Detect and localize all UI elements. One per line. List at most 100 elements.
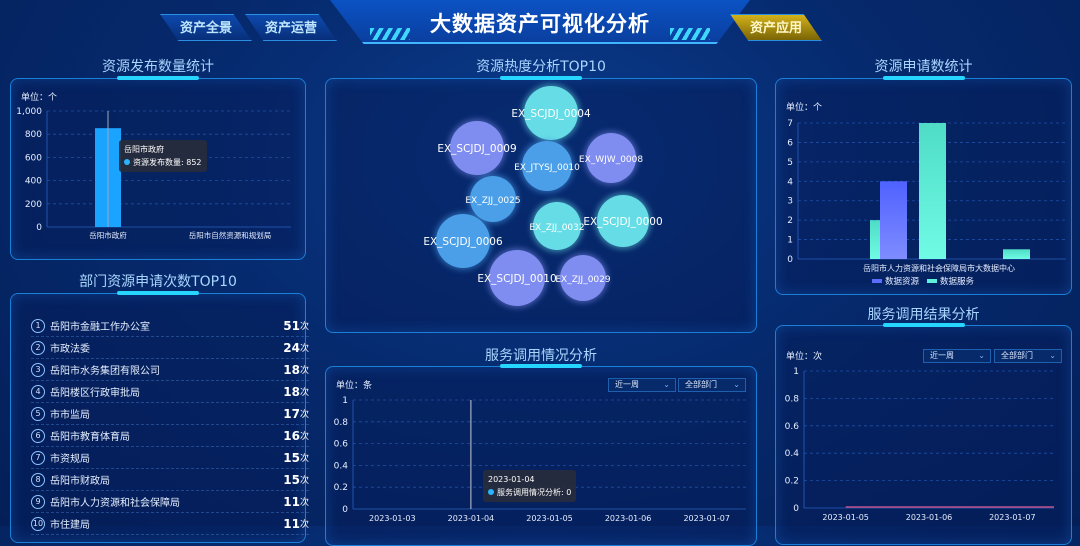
count-value: 24 xyxy=(283,340,300,355)
bubble xyxy=(522,141,572,191)
tab-asset-overview[interactable]: 资产全景 xyxy=(160,14,252,41)
apply-panel: 单位：个 0 1 2 3 4 5 6 7 岳阳市人力资源和社会保障局市大数据中心 数据资源 数据服务 xyxy=(775,78,1072,295)
list-item[interactable]: 4 岳阳楼区行政审批局 18 次 xyxy=(31,381,309,403)
bubble xyxy=(489,250,545,306)
header-decoration xyxy=(370,28,410,40)
list-item[interactable]: 6 岳阳市教育体育局 16 次 xyxy=(31,425,309,447)
bubble-label: EX_ZJJ_0032 xyxy=(529,223,584,233)
y-tick-label: 0.2 xyxy=(785,477,799,487)
panel-title: 资源申请数统计 xyxy=(874,59,973,75)
y-tick-label: 3 xyxy=(787,197,793,207)
legend-swatch xyxy=(927,279,937,283)
bubble-label: EX_ZJJ_0025 xyxy=(465,196,520,206)
page-title: 大数据资产可视化分析 xyxy=(430,12,650,36)
department-name: 岳阳市财政局 xyxy=(50,476,110,487)
list-item[interactable]: 1 岳阳市金融工作办公室 51 次 xyxy=(31,315,309,337)
bar-data-service xyxy=(919,123,946,259)
chevron-down-icon: ⌄ xyxy=(1049,351,1056,360)
list-item[interactable]: 3 岳阳市水务集团有限公司 18 次 xyxy=(31,359,309,381)
period-value: 近一周 xyxy=(615,380,639,389)
count-unit: 次 xyxy=(299,410,309,420)
legend-swatch xyxy=(872,279,882,283)
y-tick-label: 200 xyxy=(25,200,42,210)
header-decoration xyxy=(670,28,710,40)
bubble xyxy=(450,121,504,175)
top10-panel: 1 岳阳市金融工作办公室 51 次 2 市政法委 24 次 3 岳阳市水务集团有限公司 18 次 4 岳阳… xyxy=(10,293,309,543)
department-name: 岳阳市人力资源和社会保障局 xyxy=(50,498,180,509)
panel-title: 资源热度分析TOP10 xyxy=(476,59,606,75)
y-tick-label: 0.8 xyxy=(785,394,800,404)
list-item[interactable]: 2 市政法委 24 次 xyxy=(31,337,309,359)
panel-title: 服务调用情况分析 xyxy=(485,348,597,364)
bubble-label: EX_WJW_0008 xyxy=(579,155,643,165)
x-tick-label: 2023-01-07 xyxy=(683,514,730,523)
count-unit: 次 xyxy=(299,432,309,442)
bubble-label: EX_SCJDJ_0000 xyxy=(583,216,662,228)
bar-data-service xyxy=(870,220,880,259)
department-name: 市政法委 xyxy=(50,344,90,355)
panel-title: 资源发布数量统计 xyxy=(102,59,214,75)
count-unit: 次 xyxy=(299,454,309,464)
list-item[interactable]: 7 市资规局 15 次 xyxy=(31,447,309,469)
chevron-down-icon: ⌄ xyxy=(978,351,985,360)
list-item[interactable]: 5 市市监局 17 次 xyxy=(31,403,309,425)
department-name: 岳阳市金融工作办公室 xyxy=(50,322,150,333)
y-tick-label: 1 xyxy=(342,396,348,406)
y-tick-label: 0.6 xyxy=(334,440,349,450)
chevron-down-icon: ⌄ xyxy=(663,380,670,389)
period-select[interactable]: 近一周 ⌄ xyxy=(608,378,676,392)
bubble xyxy=(436,214,490,268)
department-name: 市市监局 xyxy=(50,410,90,421)
tooltip-value: 资源发布数量: 852 xyxy=(133,158,202,167)
count-value: 16 xyxy=(283,428,300,443)
period-select[interactable]: 近一周 ⌄ xyxy=(923,349,991,363)
y-tick-label: 4 xyxy=(787,177,793,187)
bubble-label: EX_ZJJ_0029 xyxy=(555,275,611,285)
chart-tooltip: 2023-01-04 服务调用情况分析: 0 xyxy=(483,470,577,502)
y-tick-label: 1,000 xyxy=(16,107,42,117)
legend-label: 数据服务 xyxy=(940,276,975,287)
y-tick-label: 0.6 xyxy=(785,422,800,432)
bubble xyxy=(533,202,581,250)
legend-label: 数据资源 xyxy=(885,276,920,287)
panel-title: 部门资源申请次数TOP10 xyxy=(79,274,237,290)
tab-asset-operation[interactable]: 资产运营 xyxy=(245,14,337,41)
count-unit: 次 xyxy=(299,498,309,508)
rank-badge: 9 xyxy=(31,494,45,509)
bubble xyxy=(524,86,578,140)
list-item[interactable]: 10 市住建局 11 次 xyxy=(31,513,309,535)
y-tick-label: 600 xyxy=(25,153,42,163)
department-select[interactable]: 全部部门 ⌄ xyxy=(994,349,1062,363)
x-tick-label: 2023-01-06 xyxy=(906,513,953,522)
publish-panel: 单位：个 0 200 400 600 800 1,000 岳阳市政府 岳阳市自然资源和规划局 … xyxy=(10,78,306,260)
y-tick-label: 2 xyxy=(787,216,793,226)
department-value: 全部部门 xyxy=(685,380,717,389)
y-tick-label: 0 xyxy=(342,505,348,515)
rank-badge: 8 xyxy=(31,472,45,487)
service-call-panel: 单位：条 近一周 ⌄ 全部部门 ⌄ 0 0.2 0.4 0.6 0.8 1 2023-01-03… xyxy=(325,366,757,546)
department-name: 岳阳楼区行政审批局 xyxy=(50,388,140,399)
list-item[interactable]: 8 岳阳市财政局 15 次 xyxy=(31,469,309,491)
department-name: 岳阳市教育体育局 xyxy=(50,432,130,443)
bubble xyxy=(560,255,606,301)
period-value: 近一周 xyxy=(930,351,954,360)
bubble-label: EX_JTYSJ_0010 xyxy=(514,163,580,173)
count-value: 11 xyxy=(283,494,300,509)
bubble-chart: EX_SCJDJ_0004EX_SCJDJ_0009EX_JTYSJ_0010E… xyxy=(423,84,663,308)
tooltip-value: 服务调用情况分析: 0 xyxy=(497,488,572,497)
tooltip-title: 岳阳市政府 xyxy=(124,145,164,154)
count-unit: 次 xyxy=(299,520,309,530)
bubble-label: EX_SCJDJ_0004 xyxy=(511,108,591,120)
y-tick-label: 1 xyxy=(793,367,799,377)
list-item[interactable]: 9 岳阳市人力资源和社会保障局 11 次 xyxy=(31,491,309,513)
department-select[interactable]: 全部部门 ⌄ xyxy=(678,378,746,392)
result-line-chart: 0 0.2 0.4 0.6 0.8 1 2023-01-05 2023-01-06 2023-0… xyxy=(785,367,1054,522)
result-panel: 单位：次 近一周 ⌄ 全部部门 ⌄ 0 0.2 0.4 0.6 0.8 1 2023-01-05… xyxy=(775,325,1072,545)
department-name: 岳阳市水务集团有限公司 xyxy=(50,366,160,377)
bar-data-resource xyxy=(880,181,907,259)
count-value: 18 xyxy=(283,384,300,399)
count-unit: 次 xyxy=(299,388,309,398)
department-name: 市住建局 xyxy=(50,520,90,531)
bubble-label: EX_SCJDJ_0006 xyxy=(423,236,503,248)
